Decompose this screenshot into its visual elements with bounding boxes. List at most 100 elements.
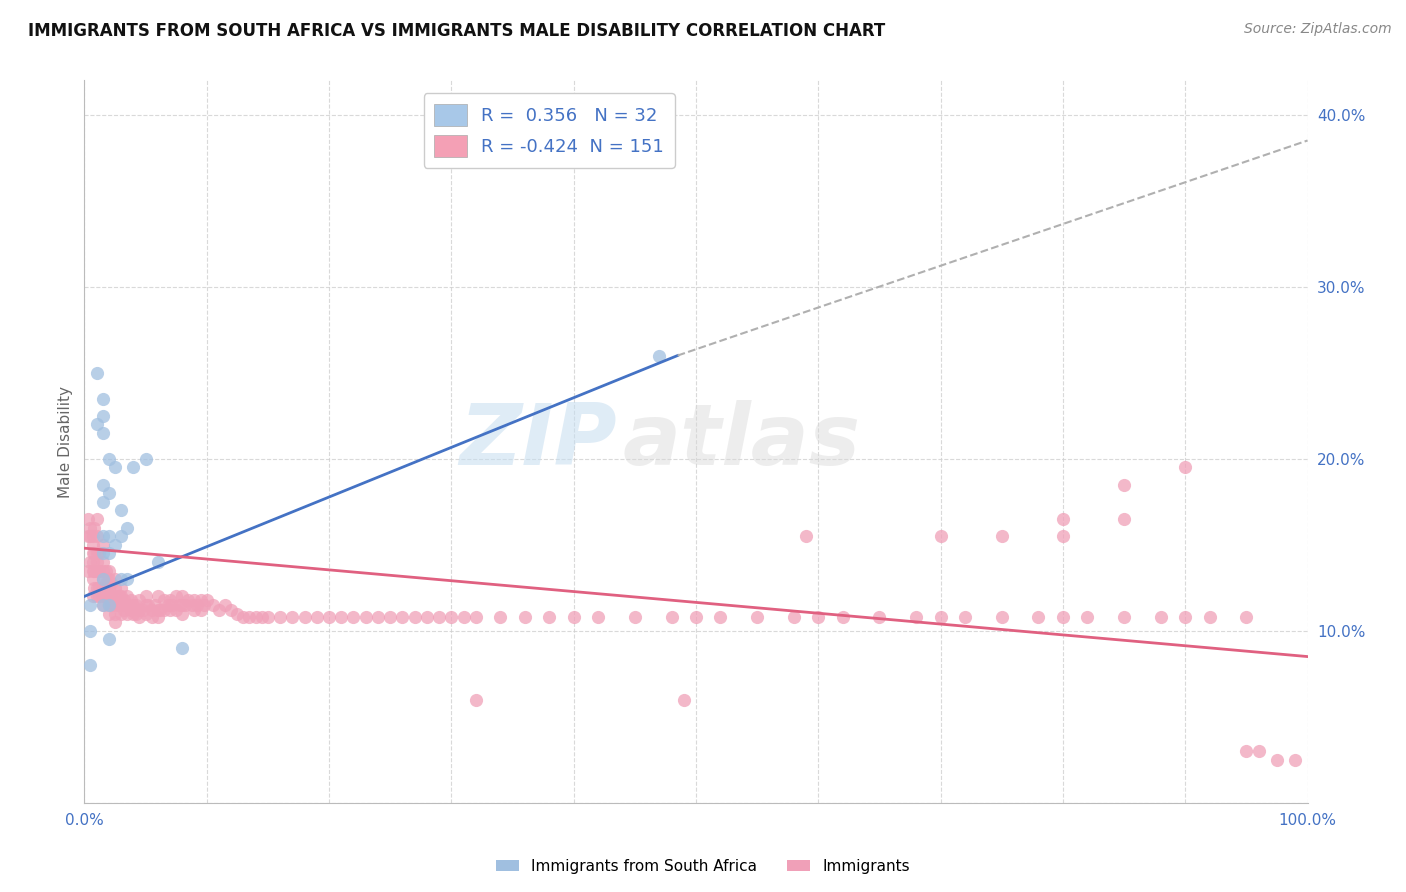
Point xyxy=(110,607,132,621)
Point xyxy=(783,610,806,624)
Point xyxy=(172,640,194,655)
Point xyxy=(112,603,135,617)
Point xyxy=(86,564,108,578)
Point xyxy=(97,564,120,578)
Point xyxy=(141,603,163,617)
Point xyxy=(91,598,114,612)
Point xyxy=(91,572,114,586)
Point xyxy=(831,610,853,624)
Point xyxy=(208,603,231,617)
Point xyxy=(110,572,132,586)
Point xyxy=(104,460,127,475)
Point xyxy=(82,555,104,569)
Point xyxy=(190,592,212,607)
Point xyxy=(464,610,486,624)
Point xyxy=(96,590,118,604)
Point xyxy=(100,598,122,612)
Point xyxy=(226,607,249,621)
Point xyxy=(115,520,138,534)
Point xyxy=(135,598,157,612)
Point xyxy=(87,590,110,604)
Point xyxy=(87,581,110,595)
Point xyxy=(107,590,129,604)
Point xyxy=(1028,610,1050,624)
Point xyxy=(195,592,218,607)
Point xyxy=(104,607,127,621)
Point xyxy=(929,529,952,543)
Point xyxy=(661,610,683,624)
Point xyxy=(489,610,512,624)
Point xyxy=(77,529,100,543)
Point xyxy=(122,607,145,621)
Point xyxy=(86,581,108,595)
Point xyxy=(1174,460,1197,475)
Point xyxy=(794,529,817,543)
Point xyxy=(86,366,108,380)
Point xyxy=(91,409,114,423)
Point xyxy=(97,546,120,560)
Point xyxy=(115,598,138,612)
Point xyxy=(648,349,671,363)
Point xyxy=(86,555,108,569)
Point xyxy=(1114,512,1136,526)
Point xyxy=(1150,610,1173,624)
Point xyxy=(214,598,236,612)
Point xyxy=(165,590,187,604)
Point xyxy=(86,512,108,526)
Point xyxy=(100,575,122,590)
Point xyxy=(110,503,132,517)
Point xyxy=(464,692,486,706)
Point xyxy=(104,581,127,595)
Point xyxy=(538,610,561,624)
Point xyxy=(96,575,118,590)
Point xyxy=(97,607,120,621)
Point xyxy=(427,610,450,624)
Point xyxy=(132,603,155,617)
Point xyxy=(97,572,120,586)
Legend: R =  0.356   N = 32, R = -0.424  N = 151: R = 0.356 N = 32, R = -0.424 N = 151 xyxy=(423,93,675,168)
Point xyxy=(1198,610,1220,624)
Point xyxy=(91,392,114,406)
Point xyxy=(305,610,328,624)
Point xyxy=(120,592,142,607)
Point xyxy=(672,692,695,706)
Legend: Immigrants from South Africa, Immigrants: Immigrants from South Africa, Immigrants xyxy=(489,853,917,880)
Point xyxy=(146,603,169,617)
Point xyxy=(91,546,114,560)
Point xyxy=(107,598,129,612)
Point xyxy=(77,512,100,526)
Point xyxy=(685,610,707,624)
Point xyxy=(562,610,585,624)
Point xyxy=(181,598,204,612)
Point xyxy=(1114,610,1136,624)
Point xyxy=(83,546,105,560)
Point xyxy=(91,477,114,491)
Point xyxy=(97,590,120,604)
Point xyxy=(79,598,101,612)
Point xyxy=(173,598,195,612)
Point xyxy=(77,564,100,578)
Text: ZIP: ZIP xyxy=(458,400,616,483)
Point xyxy=(146,610,169,624)
Point xyxy=(172,607,194,621)
Point xyxy=(120,603,142,617)
Point xyxy=(513,610,536,624)
Point xyxy=(82,546,104,560)
Point xyxy=(146,555,169,569)
Point xyxy=(281,610,304,624)
Point xyxy=(91,529,114,543)
Point xyxy=(91,555,114,569)
Point xyxy=(219,603,242,617)
Point xyxy=(128,592,150,607)
Point xyxy=(104,598,127,612)
Point xyxy=(97,486,120,500)
Point xyxy=(110,590,132,604)
Point xyxy=(929,610,952,624)
Point xyxy=(1174,610,1197,624)
Point xyxy=(391,610,413,624)
Point xyxy=(294,610,316,624)
Point xyxy=(136,598,159,612)
Point xyxy=(110,598,132,612)
Point xyxy=(1236,610,1258,624)
Point xyxy=(91,590,114,604)
